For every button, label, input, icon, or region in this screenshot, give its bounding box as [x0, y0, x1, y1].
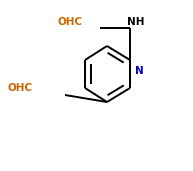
Text: OHC: OHC	[58, 17, 83, 27]
Text: N: N	[135, 66, 144, 76]
Text: NH: NH	[127, 17, 145, 27]
Text: OHC: OHC	[8, 83, 33, 93]
